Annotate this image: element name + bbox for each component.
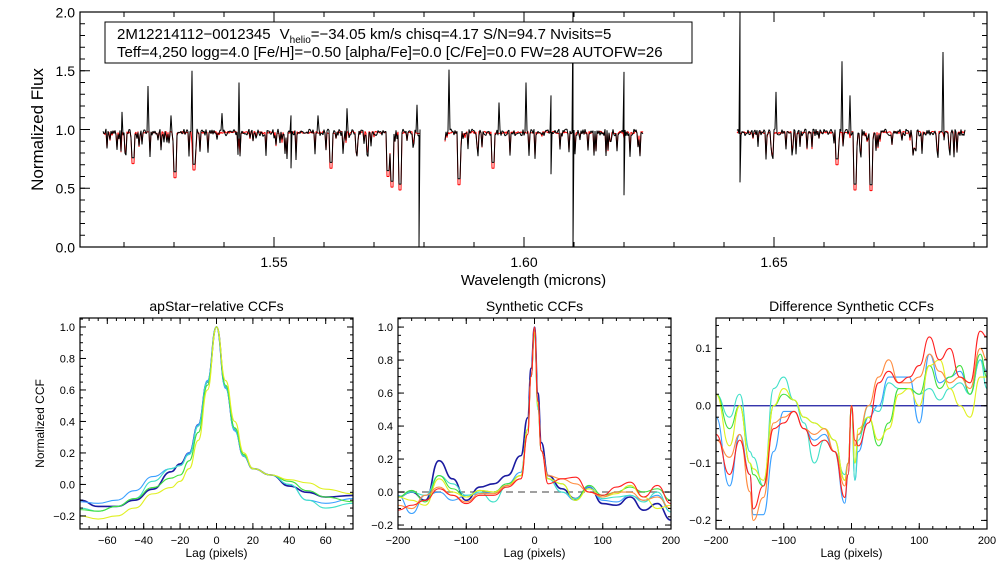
panel-title: Difference Synthetic CCFs	[769, 298, 934, 314]
panel-title: Synthetic CCFs	[486, 298, 583, 314]
x-tick-label: −100	[771, 535, 796, 547]
y-tick-label: 0.5	[56, 181, 76, 197]
plot-frame	[79, 11, 988, 248]
y-tick-label: 0.2	[60, 448, 75, 460]
y-tick-label: 0.2	[378, 454, 393, 466]
synthetic-ccf-panel: −200 −100 0 100 200 −0.2 0.0 0.2 0.4 0.6 0.8 1.0 Syn…	[371, 298, 680, 560]
x-tick-label: 1.55	[260, 254, 287, 270]
ccf-line-visit-7	[398, 326, 671, 511]
info-box: 2M12214112−0012345 Vhelio=−34.05 km/s chi…	[104, 21, 693, 64]
x-tick-label: 200	[662, 535, 680, 547]
y-tick-label: 0.8	[378, 355, 393, 367]
y-axis-label: Normalized CCF	[33, 379, 47, 468]
info-v-sub: helio	[290, 35, 312, 46]
ccf-line-visit-4	[398, 331, 671, 503]
model-spectrum-segment	[736, 130, 966, 192]
x-tick-label: −40	[134, 535, 153, 547]
observed-spectrum-segment	[444, 12, 644, 247]
y-tick-label: 1.0	[56, 122, 76, 138]
x-tick-label: 100	[594, 535, 612, 547]
minor-ticks	[715, 318, 988, 529]
observed-spectrum-segment	[102, 70, 421, 247]
x-tick-label: −20	[171, 535, 190, 547]
y-tick-label: 0.0	[60, 479, 75, 491]
ccf-line-visit-1	[398, 326, 671, 521]
y-tick-label: 2.0	[56, 4, 76, 20]
y-tick-label: 0.0	[696, 401, 711, 413]
y-tick-label: −0.2	[371, 520, 393, 532]
ccf-line-visit-3	[398, 334, 671, 513]
x-axis-label: Lag (pixels)	[185, 546, 247, 560]
y-tick-label: 1.5	[56, 63, 76, 79]
x-axis-label: Lag (pixels)	[503, 546, 565, 560]
y-tick-label: 1.0	[378, 322, 393, 334]
plot-frame	[715, 317, 988, 530]
x-tick-label: 200	[978, 535, 996, 547]
plot-frame	[397, 317, 672, 530]
ccf-line-visit-4	[716, 353, 987, 487]
ccf-line-visit-5	[80, 326, 353, 520]
info-line-2: Teff=4,250 logg=4.0 [Fe/H]=−0.50 [alpha/…	[117, 44, 663, 61]
x-tick-label: 0	[531, 535, 537, 547]
plot-area	[716, 330, 987, 521]
observed-spectrum-segment	[736, 12, 966, 186]
ccf-line-visit-1	[80, 326, 353, 508]
x-axis-label: Lag (pixels)	[820, 546, 882, 560]
plot-area	[102, 12, 966, 247]
x-tick-label: 1.60	[510, 254, 537, 270]
y-tick-label: 0.0	[56, 239, 76, 255]
x-axis-label: Wavelength (microns)	[461, 272, 606, 289]
x-tick-label: 60	[320, 535, 332, 547]
y-tick-label: 0.4	[60, 416, 75, 428]
apstar-ccf-panel: −60 −40 −20 0 20 40 60 −0.2 0.0 0.2 0.4 0.6 0.8 1.0 ap…	[33, 298, 354, 560]
ccf-line-visit-7	[716, 330, 987, 510]
y-tick-label: 0.4	[378, 421, 393, 433]
y-tick-label: 1.0	[60, 322, 75, 334]
y-tick-label: −0.2	[53, 511, 75, 523]
plot-frame	[79, 317, 354, 530]
x-tick-label: 20	[247, 535, 259, 547]
x-tick-label: 40	[283, 535, 295, 547]
x-tick-label: 100	[910, 535, 928, 547]
ccf-line-visit-5	[398, 331, 671, 510]
x-tick-label: 1.65	[760, 254, 787, 270]
panel-title: apStar−relative CCFs	[149, 298, 283, 314]
plot-area	[80, 326, 353, 520]
ccf-line-visit-2	[80, 326, 353, 504]
ccf-line-visit-6	[716, 347, 987, 521]
x-tick-label: −100	[454, 535, 479, 547]
info-v-symbol: V	[280, 26, 290, 43]
y-tick-label: −0.2	[689, 515, 711, 527]
x-tick-label: −200	[386, 535, 411, 547]
minor-ticks	[79, 318, 354, 529]
y-tick-label: 0.6	[378, 388, 393, 400]
difference-ccf-panel: −200 −100 0 100 200 −0.2 −0.1 0.0 0.1 Difference …	[689, 298, 996, 560]
y-tick-label: 0.1	[696, 343, 711, 355]
y-axis-label: Normalized Flux	[28, 68, 47, 191]
y-tick-label: 0.6	[60, 385, 75, 397]
x-tick-label: −200	[704, 535, 729, 547]
ccf-line-visit-6	[398, 328, 671, 510]
y-tick-label: −0.1	[689, 458, 711, 470]
info-star-id: 2M12214112−0012345	[117, 26, 271, 43]
model-spectrum-segment	[444, 130, 644, 186]
info-line1-rest: =−34.05 km/s chisq=4.17 S/N=94.7 Nvisits…	[311, 26, 612, 43]
y-tick-label: 0.8	[60, 353, 75, 365]
x-tick-label: 0	[213, 535, 219, 547]
x-tick-label: 0	[848, 535, 854, 547]
x-tick-label: −60	[98, 535, 117, 547]
spectrum-panel: 1.55 1.60 1.65 0.0 0.5 1.0 1.5 2.0 Wavelength (m…	[28, 4, 988, 289]
ccf-line-visit-2	[716, 353, 987, 516]
info-line-1: 2M12214112−0012345 Vhelio=−34.05 km/s chi…	[117, 26, 611, 46]
plot-area	[398, 326, 671, 521]
info-box-frame	[104, 21, 693, 64]
y-tick-label: 0.0	[378, 487, 393, 499]
